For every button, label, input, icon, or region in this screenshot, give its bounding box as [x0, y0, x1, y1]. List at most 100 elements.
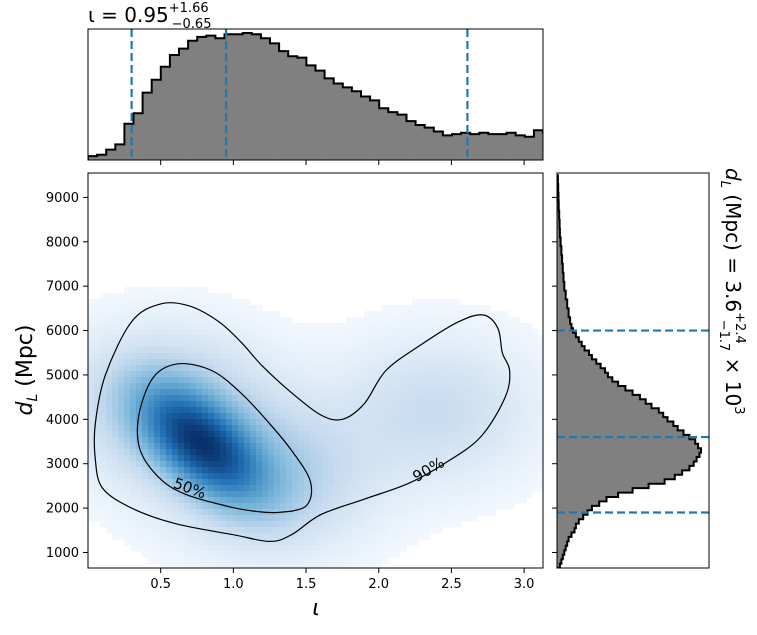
heatmap-cell	[436, 401, 443, 408]
heatmap-cell	[124, 467, 131, 474]
heatmap-cell	[88, 503, 95, 510]
heatmap-cell	[280, 521, 287, 528]
heatmap-cell	[400, 455, 407, 462]
heatmap-cell	[514, 443, 521, 450]
heatmap-cell	[316, 479, 323, 486]
distance-hist-bar	[557, 228, 560, 238]
heatmap-cell	[196, 395, 203, 402]
heatmap-cell	[382, 545, 389, 552]
heatmap-cell	[118, 305, 125, 312]
heatmap-cell	[94, 305, 101, 312]
heatmap-cell	[358, 437, 365, 444]
heatmap-cell	[490, 347, 497, 354]
heatmap-cell	[424, 437, 431, 444]
heatmap-cell	[472, 317, 479, 324]
heatmap-cell	[304, 407, 311, 414]
heatmap-cell	[424, 503, 431, 510]
heatmap-cell	[490, 413, 497, 420]
heatmap-cell	[274, 383, 281, 390]
heatmap-cell	[370, 515, 377, 522]
heatmap-cell	[484, 473, 491, 480]
heatmap-cell	[430, 299, 437, 306]
heatmap-cell	[142, 467, 149, 474]
heatmap-cell	[322, 455, 329, 462]
heatmap-cell	[214, 431, 221, 438]
heatmap-cell	[328, 407, 335, 414]
heatmap-cell	[208, 401, 215, 408]
heatmap-cell	[202, 509, 209, 516]
heatmap-cell	[214, 497, 221, 504]
heatmap-cell	[310, 437, 317, 444]
heatmap-cell	[412, 371, 419, 378]
heatmap-cell	[106, 473, 113, 480]
heatmap-cell	[196, 419, 203, 426]
heatmap-cell	[292, 335, 299, 342]
heatmap-cell	[484, 467, 491, 474]
heatmap-cell	[316, 335, 323, 342]
heatmap-cell	[496, 317, 503, 324]
heatmap-cell	[454, 371, 461, 378]
heatmap-cell	[328, 551, 335, 558]
heatmap-cell	[160, 551, 167, 558]
heatmap-cell	[538, 485, 543, 492]
heatmap-cell	[232, 431, 239, 438]
heatmap-cell	[160, 515, 167, 522]
heatmap-cell	[298, 431, 305, 438]
heatmap-cell	[148, 437, 155, 444]
heatmap-cell	[478, 341, 485, 348]
heatmap-cell	[496, 377, 503, 384]
heatmap-cell	[148, 413, 155, 420]
heatmap-cell	[370, 437, 377, 444]
heatmap-cell	[172, 299, 179, 306]
heatmap-cell	[286, 521, 293, 528]
heatmap-cell	[142, 347, 149, 354]
heatmap-cell	[214, 347, 221, 354]
heatmap-cell	[202, 413, 209, 420]
heatmap-cell	[460, 329, 467, 336]
heatmap-cell	[442, 515, 449, 522]
heatmap-cell	[352, 395, 359, 402]
heatmap-cell	[340, 389, 347, 396]
heatmap-cell	[94, 347, 101, 354]
heatmap-cell	[412, 389, 419, 396]
heatmap-cell	[322, 437, 329, 444]
heatmap-cell	[382, 305, 389, 312]
heatmap-cell	[196, 431, 203, 438]
heatmap-cell	[454, 479, 461, 486]
heatmap-cell	[202, 425, 209, 432]
heatmap-cell	[136, 545, 143, 552]
y-tick-label: 6000	[46, 324, 79, 339]
heatmap-cell	[370, 377, 377, 384]
heatmap-cell	[94, 389, 101, 396]
heatmap-cell	[412, 299, 419, 306]
heatmap-cell	[460, 455, 467, 462]
heatmap-cell	[532, 467, 539, 474]
heatmap-cell	[148, 473, 155, 480]
heatmap-cell	[484, 341, 491, 348]
heatmap-cell	[88, 311, 95, 318]
heatmap-cell	[370, 557, 377, 564]
heatmap-cell	[142, 449, 149, 456]
heatmap-cell	[286, 527, 293, 534]
heatmap-cell	[316, 449, 323, 456]
heatmap-cell	[448, 347, 455, 354]
heatmap-cell	[334, 323, 341, 330]
heatmap-cell	[526, 329, 533, 336]
heatmap-cell	[316, 413, 323, 420]
heatmap-cell	[304, 353, 311, 360]
heatmap-cell	[436, 425, 443, 432]
iota-quantile-lines	[130, 29, 469, 160]
heatmap-cell	[292, 425, 299, 432]
heatmap-cell	[100, 299, 107, 306]
heatmap-cell	[436, 467, 443, 474]
heatmap-cell	[274, 359, 281, 366]
heatmap-cell	[412, 347, 419, 354]
heatmap-cell	[418, 407, 425, 414]
iota-summary-title: ι = 0.95+1.66 −0.65	[88, 1, 211, 32]
heatmap-cell	[178, 359, 185, 366]
heatmap-cell	[190, 329, 197, 336]
heatmap-cell	[382, 521, 389, 528]
heatmap-cell	[178, 413, 185, 420]
heatmap-cell	[232, 347, 239, 354]
heatmap-cell	[298, 473, 305, 480]
